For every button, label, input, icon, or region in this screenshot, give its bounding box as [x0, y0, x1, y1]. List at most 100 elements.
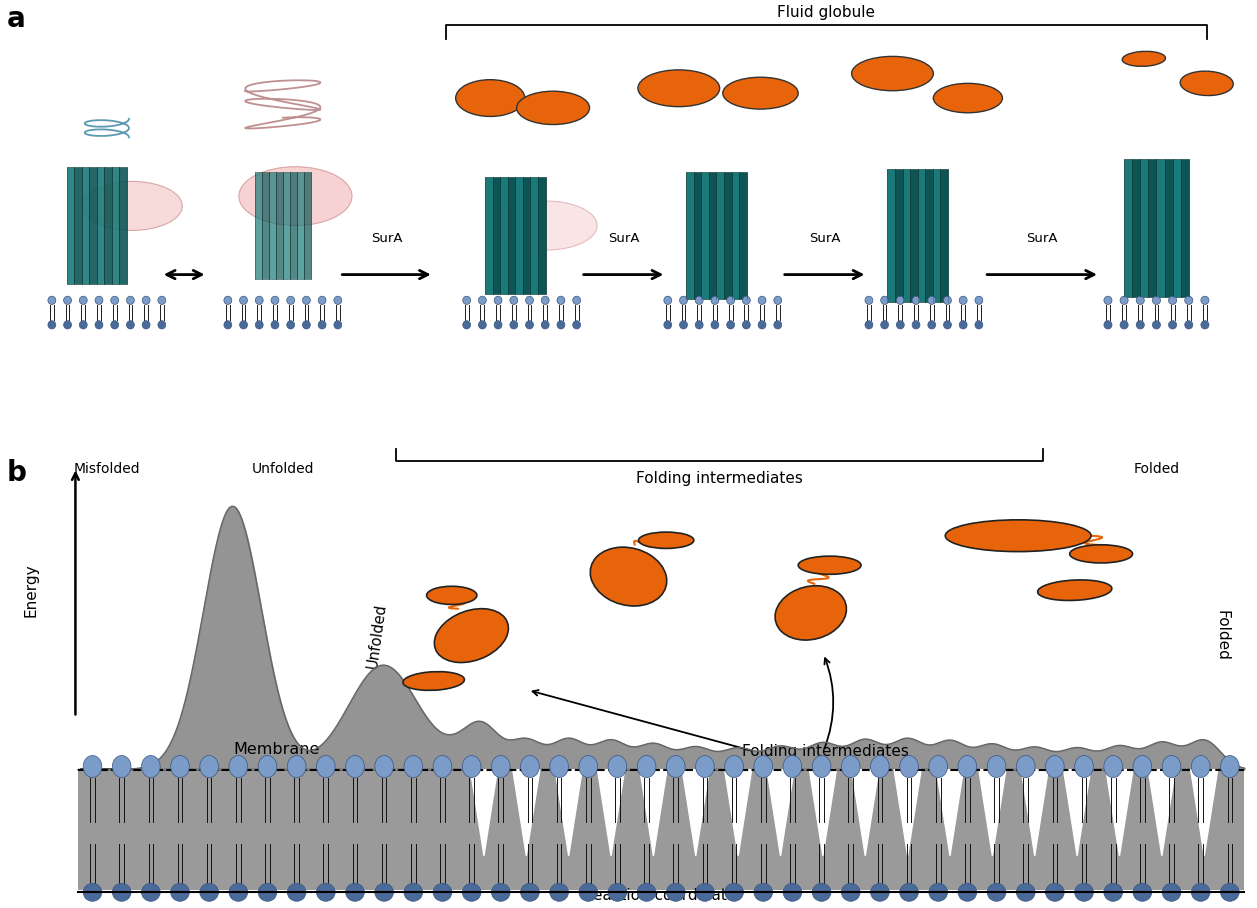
Ellipse shape [1180, 71, 1233, 95]
Ellipse shape [1136, 321, 1144, 329]
Ellipse shape [83, 755, 102, 777]
Text: Misfolded: Misfolded [73, 461, 141, 476]
Ellipse shape [695, 296, 703, 304]
Ellipse shape [944, 321, 952, 329]
FancyBboxPatch shape [104, 167, 112, 284]
Polygon shape [810, 769, 836, 855]
Ellipse shape [318, 321, 326, 329]
Ellipse shape [272, 321, 279, 329]
Ellipse shape [1192, 755, 1210, 777]
Ellipse shape [1163, 755, 1180, 777]
Ellipse shape [723, 77, 798, 109]
Ellipse shape [1120, 321, 1129, 329]
FancyBboxPatch shape [261, 172, 269, 280]
Ellipse shape [229, 883, 248, 902]
Ellipse shape [865, 296, 872, 304]
Ellipse shape [142, 883, 160, 902]
Ellipse shape [579, 755, 597, 777]
Ellipse shape [666, 883, 685, 902]
Polygon shape [724, 769, 752, 855]
Polygon shape [852, 769, 879, 855]
Ellipse shape [434, 755, 451, 777]
FancyBboxPatch shape [523, 176, 530, 294]
FancyBboxPatch shape [940, 169, 948, 301]
FancyBboxPatch shape [694, 172, 701, 299]
Ellipse shape [510, 296, 518, 304]
Ellipse shape [1163, 883, 1180, 902]
Ellipse shape [637, 70, 719, 106]
Ellipse shape [1221, 883, 1239, 902]
Ellipse shape [695, 321, 703, 329]
Text: SurA: SurA [1026, 232, 1058, 245]
Ellipse shape [303, 321, 310, 329]
Ellipse shape [258, 883, 277, 902]
Ellipse shape [975, 296, 983, 304]
Ellipse shape [798, 556, 861, 574]
FancyBboxPatch shape [1182, 160, 1189, 297]
Ellipse shape [945, 519, 1091, 551]
Ellipse shape [255, 296, 263, 304]
Ellipse shape [48, 321, 55, 329]
Ellipse shape [695, 883, 714, 902]
FancyBboxPatch shape [297, 172, 304, 280]
FancyBboxPatch shape [515, 176, 523, 294]
FancyBboxPatch shape [709, 172, 716, 299]
Ellipse shape [1169, 321, 1177, 329]
FancyBboxPatch shape [67, 167, 74, 284]
Polygon shape [470, 769, 498, 855]
Ellipse shape [224, 321, 231, 329]
Ellipse shape [375, 755, 393, 777]
FancyBboxPatch shape [933, 169, 940, 301]
Ellipse shape [1070, 545, 1133, 563]
Ellipse shape [1133, 755, 1151, 777]
Ellipse shape [158, 296, 166, 304]
Ellipse shape [463, 883, 481, 902]
Ellipse shape [776, 586, 846, 640]
Ellipse shape [987, 755, 1006, 777]
Ellipse shape [608, 755, 627, 777]
Ellipse shape [1200, 296, 1209, 304]
Ellipse shape [933, 84, 1003, 113]
Text: Misfolded: Misfolded [173, 546, 199, 617]
Polygon shape [513, 769, 541, 855]
Ellipse shape [913, 321, 920, 329]
Ellipse shape [959, 321, 967, 329]
Ellipse shape [758, 296, 766, 304]
Ellipse shape [958, 755, 977, 777]
FancyBboxPatch shape [918, 169, 925, 301]
Ellipse shape [851, 56, 933, 91]
FancyBboxPatch shape [254, 172, 261, 280]
Ellipse shape [680, 321, 688, 329]
Ellipse shape [579, 883, 597, 902]
Ellipse shape [517, 91, 590, 124]
Ellipse shape [272, 296, 279, 304]
FancyBboxPatch shape [119, 167, 127, 284]
FancyBboxPatch shape [82, 167, 89, 284]
Ellipse shape [783, 883, 802, 902]
Ellipse shape [200, 755, 219, 777]
Ellipse shape [239, 167, 352, 225]
Ellipse shape [1017, 755, 1035, 777]
Ellipse shape [871, 755, 889, 777]
Ellipse shape [479, 321, 486, 329]
Ellipse shape [510, 321, 518, 329]
Ellipse shape [711, 321, 719, 329]
Text: a: a [6, 5, 25, 33]
Ellipse shape [83, 883, 102, 902]
Ellipse shape [975, 321, 983, 329]
Ellipse shape [1153, 321, 1160, 329]
Polygon shape [1148, 769, 1175, 855]
Ellipse shape [158, 321, 166, 329]
Ellipse shape [434, 883, 451, 902]
FancyBboxPatch shape [493, 176, 500, 294]
Text: Membrane: Membrane [234, 742, 319, 756]
Ellipse shape [542, 321, 549, 329]
Text: SurA: SurA [808, 232, 841, 245]
Ellipse shape [725, 755, 743, 777]
Ellipse shape [1123, 52, 1165, 66]
Ellipse shape [111, 321, 118, 329]
Ellipse shape [637, 883, 656, 902]
Ellipse shape [871, 883, 889, 902]
FancyBboxPatch shape [910, 169, 918, 301]
Ellipse shape [79, 296, 87, 304]
